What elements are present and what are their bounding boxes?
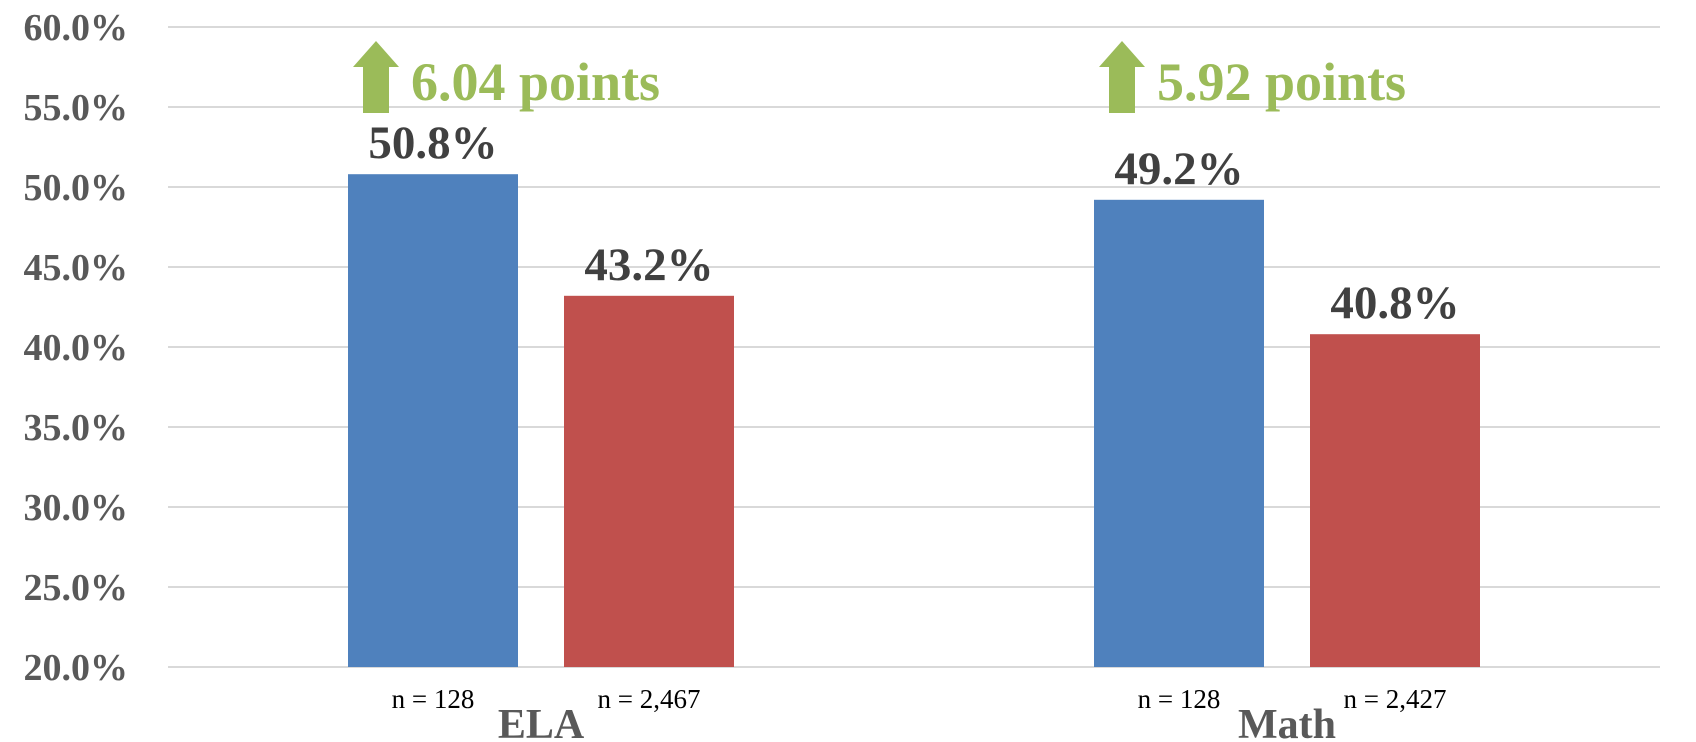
bar xyxy=(348,174,518,667)
x-tick-label: Math xyxy=(1238,702,1336,742)
arrow xyxy=(1099,41,1145,113)
y-tick-label: 30.0% xyxy=(24,487,129,529)
annotation: 5.92 points xyxy=(1157,52,1406,112)
y-tick-label: 60.0% xyxy=(24,7,129,49)
arrow xyxy=(353,41,399,113)
value-label: 43.2% xyxy=(584,239,713,291)
y-tick-label: 45.0% xyxy=(24,247,129,289)
bar xyxy=(564,295,734,667)
value-label: 50.8% xyxy=(368,117,497,169)
y-tick-label: 55.0% xyxy=(24,87,129,129)
value-label: 49.2% xyxy=(1114,143,1243,195)
n-label: n = 2,427 xyxy=(1344,684,1447,714)
y-tick-label: 20.0% xyxy=(24,647,129,689)
n-label: n = 128 xyxy=(1138,684,1221,714)
n-label: n = 2,467 xyxy=(598,684,701,714)
y-tick-label: 25.0% xyxy=(24,567,129,609)
value-label: 40.8% xyxy=(1330,277,1459,329)
n-label: n = 128 xyxy=(392,684,475,714)
y-tick-label: 35.0% xyxy=(24,407,129,449)
annotation: 6.04 points xyxy=(411,52,660,112)
y-tick-label: 40.0% xyxy=(24,327,129,369)
y-tick-label: 50.0% xyxy=(24,167,129,209)
bar xyxy=(1310,334,1480,667)
bar xyxy=(1094,199,1264,668)
x-tick-label: ELA xyxy=(498,702,585,742)
